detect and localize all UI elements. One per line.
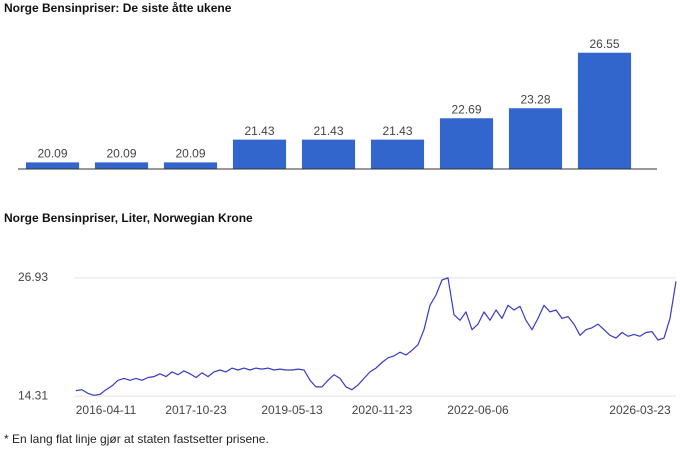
x-tick-label: 2022-06-06 (447, 403, 509, 417)
chart-title: Norge Bensinpriser, Liter, Norwegian Kro… (4, 211, 253, 225)
bar (301, 139, 356, 169)
bar (25, 162, 80, 169)
bar (370, 139, 425, 169)
bar (232, 139, 287, 169)
data-label: 20.09 (175, 147, 205, 161)
data-label: 22.69 (451, 102, 481, 116)
y-tick-label: 26.93 (18, 270, 48, 284)
footnote: * En lang flat linje gjør at staten fast… (4, 432, 269, 446)
x-tick-label: 2016-04-11 (76, 403, 137, 417)
x-tick-label: 2020-11-23 (352, 403, 413, 417)
bar (94, 162, 149, 169)
data-label: 21.43 (313, 124, 343, 138)
x-tick-label: 2026-03-23 (609, 403, 671, 417)
bar (577, 52, 632, 169)
x-tick-label: 2019-05-13 (261, 403, 323, 417)
x-tick-label: 2017-10-23 (165, 403, 227, 417)
data-label: 20.09 (37, 147, 67, 161)
price-line (75, 277, 677, 396)
y-tick-label: 14.31 (18, 388, 48, 402)
data-label: 26.55 (589, 37, 619, 51)
bar (508, 108, 563, 169)
data-label: 23.28 (520, 92, 550, 106)
data-label: 20.09 (106, 147, 136, 161)
data-label: 21.43 (382, 124, 412, 138)
chart-title: Norge Bensinpriser: De siste åtte ukene (4, 1, 232, 15)
data-label: 21.43 (244, 124, 274, 138)
bar (439, 118, 494, 169)
bar (163, 162, 218, 169)
